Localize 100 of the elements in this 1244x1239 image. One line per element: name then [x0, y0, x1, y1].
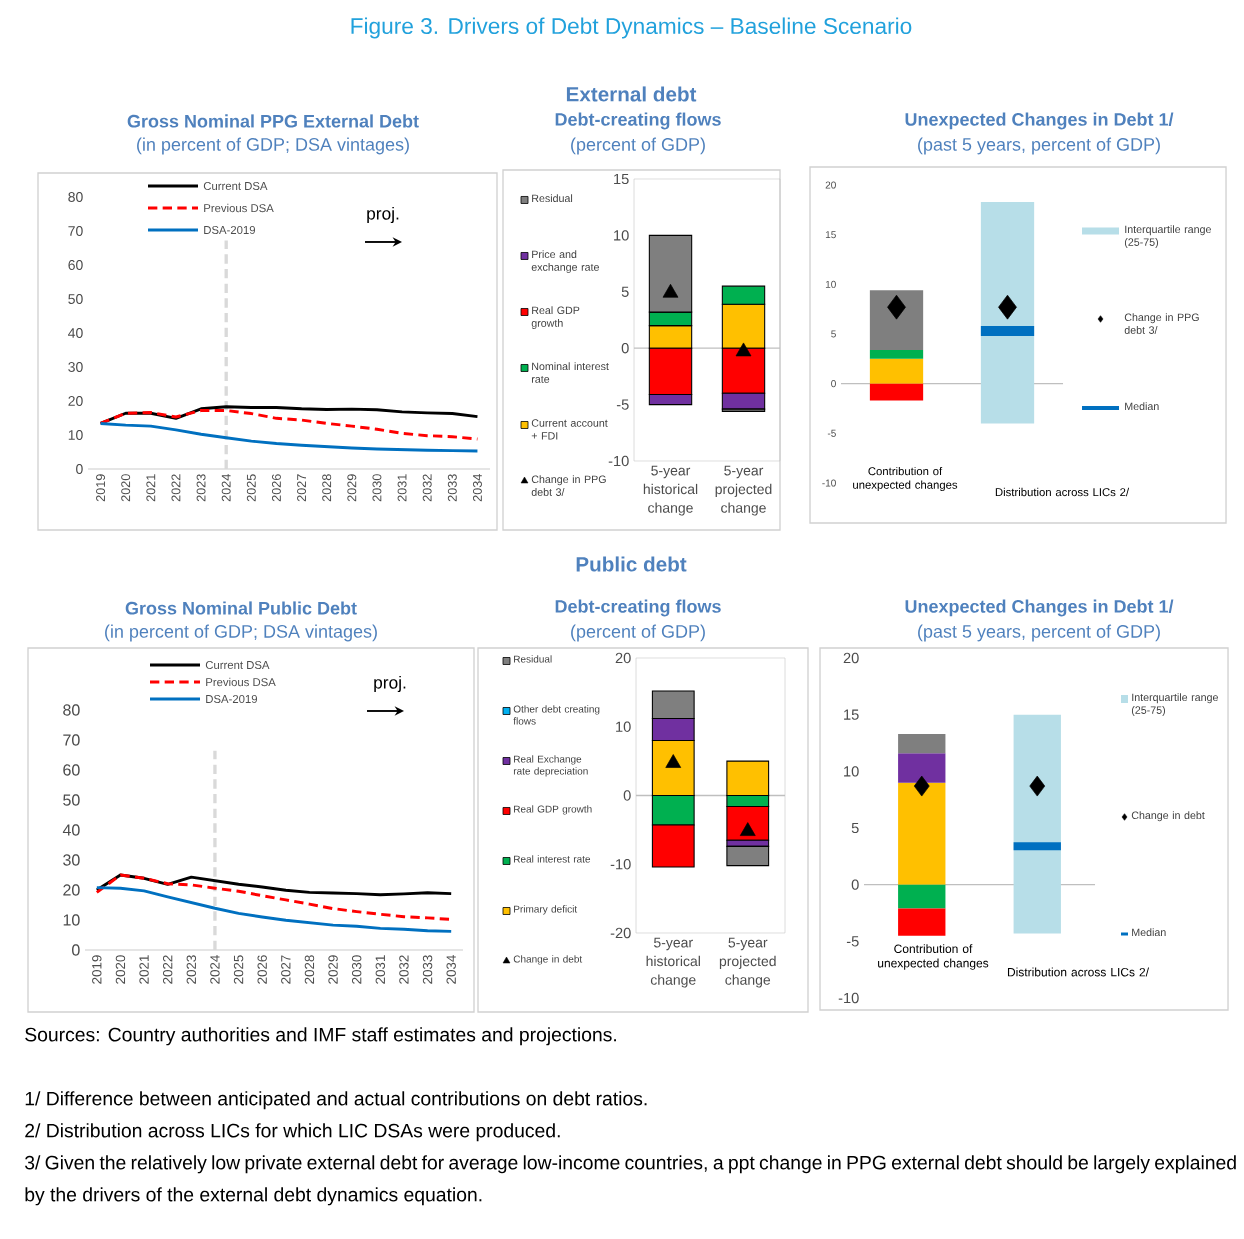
y-tick-label: 30 — [63, 854, 80, 866]
legend-label: Primary deficit — [514, 905, 578, 915]
y-tick-label: 10 — [616, 721, 631, 732]
x-tick-label: 2034 — [472, 474, 482, 502]
x-tick-label: 2034 — [446, 955, 456, 984]
x-tick-label: 2023 — [186, 955, 197, 984]
x-tick-label: 2026 — [257, 955, 267, 984]
y-tick-label: 40 — [68, 328, 83, 338]
x-tick-label: 5-year projected change — [715, 465, 772, 516]
annotation: proj. — [367, 206, 399, 224]
y-tick-label: 80 — [63, 704, 80, 716]
x-tick-label: 2021 — [146, 474, 156, 502]
text: Median — [1125, 402, 1159, 411]
legend-label: Real interest rate — [514, 855, 591, 863]
x-tick-label: 2019 — [96, 474, 106, 502]
legend-label: Price and exchange rate — [531, 250, 599, 273]
chart-subtitle: (percent of GDP) — [571, 137, 705, 155]
legend-label: Current account + FDI — [531, 419, 608, 440]
x-tick-label: 2029 — [347, 474, 357, 502]
chart-subtitle: (past 5 years, percent of GDP) — [918, 624, 1160, 642]
y-tick-label: 50 — [63, 794, 80, 806]
x-tick-label: 2030 — [351, 955, 362, 984]
y-tick-label: 15 — [614, 173, 629, 185]
y-tick-label: -5 — [616, 399, 629, 410]
y-tick-label: 15 — [825, 231, 836, 239]
text: 3/ Given the relatively low private external debt for average low-income countries, a ppt change in PPG external debt should be largely explained by the drivers of the external debt dynamics equation. — [25, 1155, 1236, 1206]
x-tick-label: Distribution across LICs 2/ — [1007, 967, 1149, 977]
x-tick-label: 2028 — [322, 474, 332, 502]
y-tick-label: 5 — [621, 286, 629, 297]
chart-title: Unexpected Changes in Debt 1/ — [905, 599, 1174, 617]
x-tick-label: 2032 — [422, 474, 432, 502]
x-tick-label: 2027 — [281, 955, 291, 984]
x-tick-label: 2020 — [121, 474, 131, 502]
y-tick-label: -10 — [610, 859, 631, 870]
x-tick-label: 5-year historical change — [643, 465, 698, 516]
y-tick-label: 20 — [63, 884, 80, 896]
y-tick-label: 10 — [825, 280, 836, 288]
legend-label: Real GDP growth — [514, 805, 592, 815]
chart-title: Gross Nominal Public Debt — [125, 601, 357, 615]
x-tick-label: 2027 — [297, 474, 307, 502]
legend-label: DSA-2019 — [204, 225, 256, 234]
y-tick-label: 10 — [844, 766, 859, 777]
chart-title: Debt-creating flows — [555, 112, 721, 130]
legend-label: Interquartile range (25-75) — [1131, 693, 1218, 717]
y-tick-label: 40 — [62, 824, 80, 836]
text: Public debt — [576, 556, 687, 572]
x-tick-label: 2024 — [210, 955, 220, 984]
y-tick-label: 50 — [68, 294, 83, 304]
legend-label: Current DSA — [203, 181, 268, 190]
legend-label: Change in debt — [513, 955, 583, 965]
text: proj. — [374, 675, 406, 693]
chart-subtitle: (percent of GDP) — [571, 624, 705, 642]
x-tick-label: 2030 — [372, 474, 382, 502]
y-tick-label: 0 — [72, 944, 80, 956]
y-tick-label: 0 — [76, 464, 83, 474]
x-tick-label: 2033 — [422, 955, 433, 984]
legend-label: Residual — [514, 655, 552, 663]
text: 1/ Difference between anticipated and actual contributions on debt ratios. — [25, 1091, 647, 1110]
x-tick-label: 2026 — [271, 474, 281, 502]
y-tick-label: 70 — [68, 226, 83, 236]
x-tick-label: 2028 — [304, 955, 315, 984]
x-tick-label: Contribution of unexpected changes — [853, 466, 958, 492]
y-tick-label: 5 — [851, 822, 859, 834]
y-tick-label: 0 — [623, 790, 631, 801]
y-tick-label: 30 — [68, 362, 83, 372]
legend-label: Previous DSA — [206, 677, 276, 687]
chart-subtitle: (in percent of GDP; DSA vintages) — [105, 624, 377, 642]
x-tick-label: 2025 — [246, 474, 256, 502]
y-tick-label: 60 — [68, 260, 83, 270]
x-tick-label: 5-year projected change — [719, 937, 776, 988]
y-tick-label: 0 — [621, 343, 629, 354]
y-tick-label: 10 — [63, 914, 80, 926]
x-tick-label: 2024 — [221, 474, 231, 502]
x-tick-label: Distribution across LICs 2/ — [995, 487, 1130, 497]
y-tick-label: -5 — [827, 429, 836, 437]
chart-subtitle: (in percent of GDP; DSA vintages) — [137, 137, 409, 155]
y-tick-label: -10 — [822, 479, 836, 487]
chart-title: Debt-creating flows — [555, 599, 721, 617]
y-tick-label: 5 — [831, 330, 836, 338]
y-tick-label: 0 — [851, 879, 859, 890]
chart-title: Unexpected Changes in Debt 1/ — [905, 112, 1174, 130]
y-tick-label: 10 — [68, 430, 83, 440]
y-tick-label: -20 — [610, 927, 631, 939]
y-tick-label: 80 — [68, 192, 83, 202]
x-tick-label: 5-year historical change — [646, 937, 700, 988]
legend-label: DSA-2019 — [206, 694, 258, 703]
text: Figure 3. Drivers of Debt Dynamics – Baseline Scenario — [351, 17, 912, 39]
legend-label: Residual — [532, 194, 573, 203]
y-tick-label: 60 — [63, 764, 80, 776]
legend-label: Current DSA — [205, 660, 270, 669]
legend-label: Real Exchange rate depreciation — [513, 755, 588, 777]
legend-label: Change in PPG debt 3/ — [531, 475, 606, 496]
text: Median — [1132, 928, 1166, 937]
legend-label: Other debt creating flows — [513, 705, 600, 725]
y-tick-label: 70 — [63, 734, 80, 746]
y-tick-label: 20 — [825, 181, 836, 189]
x-tick-label: 2022 — [171, 474, 181, 502]
y-tick-label: 20 — [615, 652, 631, 664]
text: External debt — [566, 86, 697, 102]
legend-label: Change in debt — [1131, 811, 1205, 822]
